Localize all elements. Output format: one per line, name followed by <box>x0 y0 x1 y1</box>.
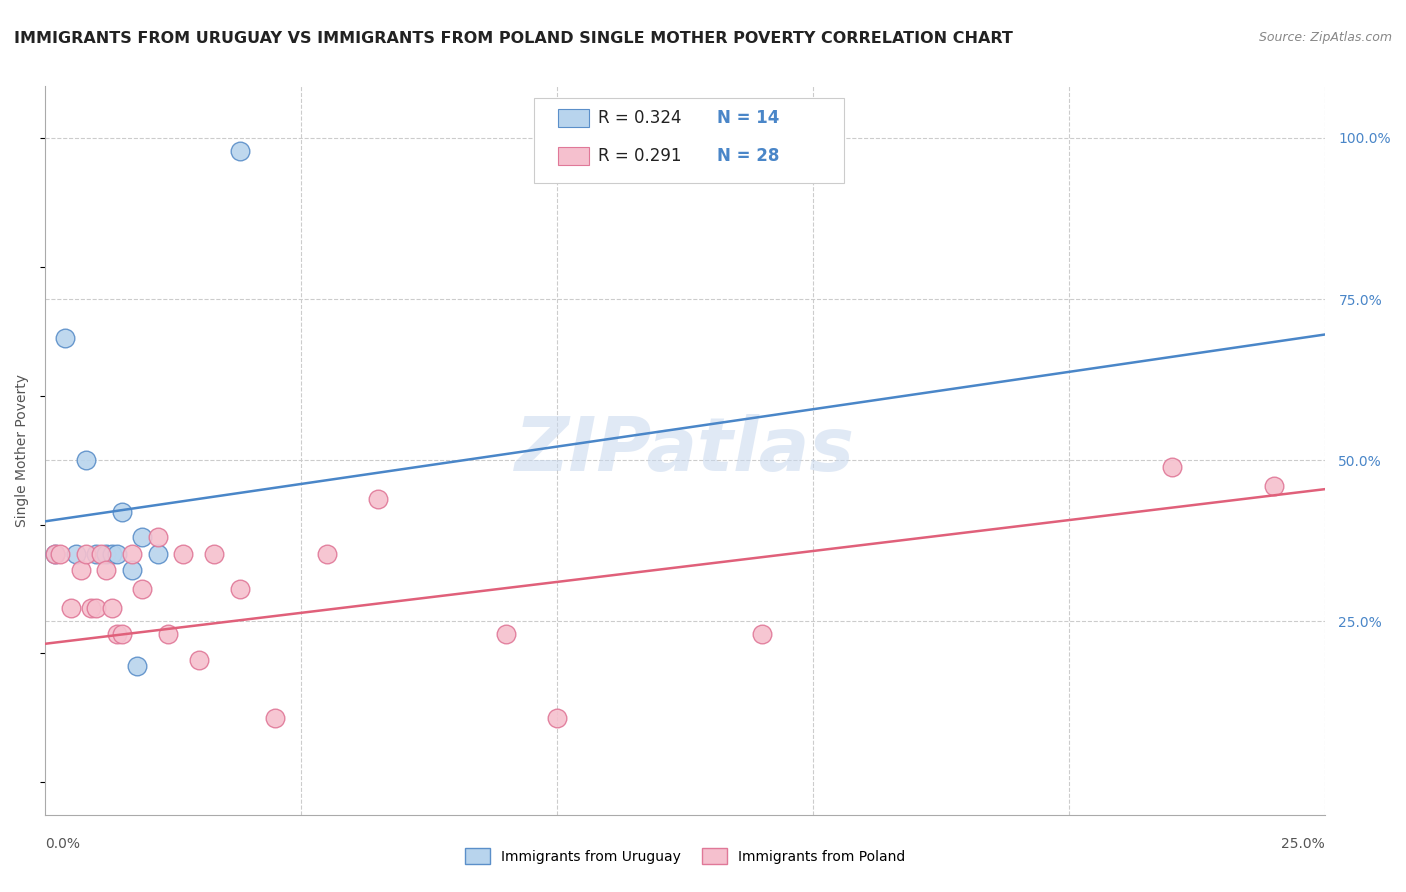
Text: 25.0%: 25.0% <box>1281 837 1326 851</box>
Point <box>100 601 122 615</box>
Point <box>146 531 169 545</box>
Point <box>172 547 194 561</box>
Point <box>90 547 112 561</box>
Text: R = 0.291: R = 0.291 <box>598 146 681 165</box>
Text: N = 28: N = 28 <box>717 146 779 165</box>
Point <box>751 627 773 641</box>
Point <box>121 547 143 561</box>
Point <box>156 627 179 641</box>
Point <box>121 563 143 577</box>
Point <box>111 505 134 519</box>
Point <box>100 547 122 561</box>
Point <box>49 547 72 561</box>
Point <box>495 627 517 641</box>
Point <box>44 547 66 561</box>
Point <box>131 582 153 596</box>
Point <box>127 659 149 673</box>
Point <box>1160 459 1182 474</box>
Point <box>69 563 91 577</box>
Point <box>315 547 337 561</box>
Point <box>146 547 169 561</box>
Point <box>96 547 118 561</box>
Point <box>202 547 225 561</box>
Point <box>264 711 287 725</box>
Text: N = 14: N = 14 <box>717 109 779 127</box>
Point <box>367 491 389 506</box>
Point <box>105 547 128 561</box>
Point <box>65 547 87 561</box>
Point <box>44 547 66 561</box>
Point <box>84 547 107 561</box>
Point <box>1263 479 1285 493</box>
Y-axis label: Single Mother Poverty: Single Mother Poverty <box>15 374 30 527</box>
Point <box>84 601 107 615</box>
Point <box>546 711 568 725</box>
Point <box>111 627 134 641</box>
Point <box>55 331 77 345</box>
Point <box>105 627 128 641</box>
Point <box>228 144 250 158</box>
Text: IMMIGRANTS FROM URUGUAY VS IMMIGRANTS FROM POLAND SINGLE MOTHER POVERTY CORRELAT: IMMIGRANTS FROM URUGUAY VS IMMIGRANTS FR… <box>14 31 1012 46</box>
Point <box>131 531 153 545</box>
Point <box>75 547 97 561</box>
Point <box>228 582 250 596</box>
Point <box>75 453 97 467</box>
Point <box>96 563 118 577</box>
Legend: Immigrants from Uruguay, Immigrants from Poland: Immigrants from Uruguay, Immigrants from… <box>460 842 911 870</box>
Text: 0.0%: 0.0% <box>45 837 80 851</box>
Text: ZIPatlas: ZIPatlas <box>515 414 855 487</box>
Point <box>187 653 209 667</box>
Point <box>80 601 103 615</box>
Point <box>59 601 82 615</box>
Text: R = 0.324: R = 0.324 <box>598 109 681 127</box>
Text: Source: ZipAtlas.com: Source: ZipAtlas.com <box>1258 31 1392 45</box>
